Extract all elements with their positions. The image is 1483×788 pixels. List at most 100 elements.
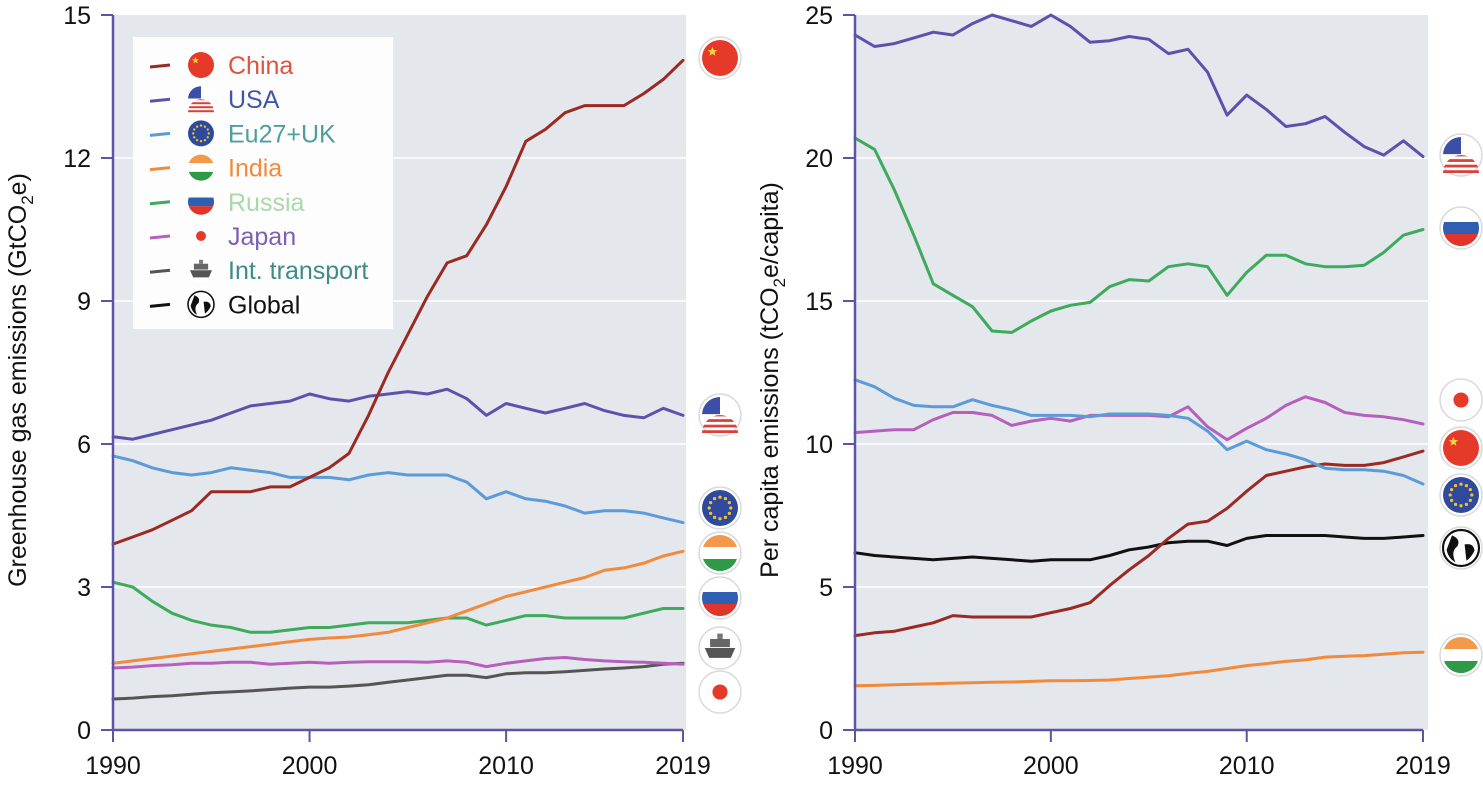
- series-lines-left: [111, 58, 685, 701]
- icon-body: [1443, 430, 1479, 466]
- legend-item-russia: Russia: [149, 188, 305, 217]
- flag-field: [1443, 477, 1479, 513]
- flag-star: [709, 511, 713, 516]
- japan-flag-icon: [698, 670, 742, 714]
- axes-right: [843, 14, 1424, 742]
- flag-canton: [188, 86, 201, 99]
- india-flag-icon: [698, 531, 742, 575]
- flag-canton: [702, 397, 720, 415]
- x-tick-label: 2019: [1395, 752, 1451, 780]
- eu-flag-icon: [1439, 473, 1483, 517]
- china-flag-icon: [698, 36, 742, 80]
- y-axis-label-right: Per capita emissions (tCO2e/capita): [756, 182, 789, 578]
- flag-stripe: [702, 425, 738, 428]
- flag-star: [193, 136, 196, 139]
- series-line-china: [111, 58, 685, 546]
- globe-land: [1446, 535, 1459, 563]
- icon-body: [702, 630, 738, 666]
- x-tick-label: 1990: [85, 752, 141, 780]
- flag-star: [707, 506, 711, 510]
- chart-left-total-emissions: 0 3 6 9 12 15 1990 2000 2010 2019 Greenhouse gas …: [4, 2, 742, 780]
- y-tick-label: 6: [77, 431, 91, 459]
- series-line-usa: [853, 13, 1425, 159]
- series-line-india: [853, 650, 1425, 688]
- icon-body: [187, 290, 215, 319]
- legend: China USA Eu27+UK India Russia Japan Int. tran…: [133, 37, 393, 329]
- end-icons-right: [1439, 133, 1483, 677]
- flag-star: [203, 138, 207, 142]
- flag-star: [192, 56, 199, 64]
- chart-right-per-capita: 0 5 10 15 20 25 1990 2000 2010 2019 Per capita em…: [756, 2, 1483, 780]
- series-lines-right: [853, 13, 1425, 688]
- legend-swatch: [149, 268, 171, 274]
- legend-swatch: [149, 97, 171, 103]
- russia-flag-icon: [188, 188, 214, 215]
- y-tick-label: 0: [77, 717, 91, 745]
- legend-label: Int. transport: [228, 257, 368, 285]
- flag-band-top: [703, 580, 737, 592]
- series-line-japan: [111, 656, 685, 670]
- china-flag-icon: [188, 52, 214, 78]
- flag-sun: [712, 684, 728, 700]
- icon-body: [1443, 382, 1479, 418]
- flag-star: [718, 495, 722, 499]
- icon-body: [1443, 210, 1479, 246]
- flag-field: [188, 120, 214, 147]
- y-tick-label: 10: [805, 431, 833, 459]
- icon-body: [188, 154, 214, 181]
- flag-star: [1450, 498, 1454, 503]
- legend-label: India: [228, 155, 282, 183]
- legend-label: Russia: [228, 189, 305, 217]
- legend-label: China: [228, 52, 293, 80]
- legend-swatch: [149, 63, 171, 69]
- icon-body: [188, 188, 214, 215]
- flag-star: [712, 515, 717, 519]
- japan-flag-icon: [1439, 378, 1483, 422]
- flag-band-bottom: [188, 171, 214, 181]
- ship-cabin: [193, 263, 209, 270]
- ship-funnel: [199, 259, 203, 264]
- plot-area-right: [855, 15, 1428, 730]
- flag-field: [702, 40, 738, 76]
- globe-land: [190, 295, 200, 315]
- y-tick-label: 15: [805, 288, 833, 316]
- series-line-eu: [853, 378, 1425, 486]
- flag-star: [1468, 487, 1472, 492]
- flag-star: [199, 140, 203, 143]
- legend-item-china: China: [149, 52, 293, 80]
- russia-flag-icon: [1439, 206, 1483, 250]
- flag-star: [727, 500, 731, 505]
- axes-left: [101, 14, 684, 742]
- icon-body: [702, 535, 738, 571]
- y-tick-label: 25: [805, 2, 833, 30]
- icon-body: [188, 86, 214, 113]
- flag-field: [702, 490, 738, 526]
- flag-star: [709, 500, 713, 505]
- series-line-russia: [111, 580, 685, 634]
- eu-flag-icon: [188, 120, 214, 147]
- flag-star: [199, 124, 203, 127]
- legend-swatch: [149, 200, 171, 206]
- flag-star: [203, 125, 207, 128]
- flag-star: [192, 132, 195, 135]
- flag-stripe: [1443, 159, 1479, 162]
- y-tick-label: 5: [819, 574, 833, 602]
- icon-body: [702, 490, 738, 526]
- flag-star: [1459, 504, 1463, 508]
- x-tick-label: 2000: [1023, 752, 1079, 780]
- ship-hull: [189, 270, 213, 278]
- flag-star: [723, 515, 728, 519]
- ship-hull: [704, 648, 736, 658]
- flag-star: [195, 125, 199, 128]
- india-flag-icon: [188, 154, 214, 181]
- flag-stripe: [1443, 165, 1479, 168]
- legend-label: Global: [228, 291, 300, 319]
- china-flag-icon: [1439, 426, 1483, 470]
- flag-field: [1443, 430, 1479, 466]
- globe-icon: [1439, 526, 1483, 570]
- legend-item-eu: Eu27+UK: [149, 120, 336, 148]
- y-axis-label-left: Greenhouse gas emissions (GtCO2e): [4, 173, 37, 587]
- legend-item-usa: USA: [149, 86, 280, 114]
- flag-sun: [196, 231, 206, 241]
